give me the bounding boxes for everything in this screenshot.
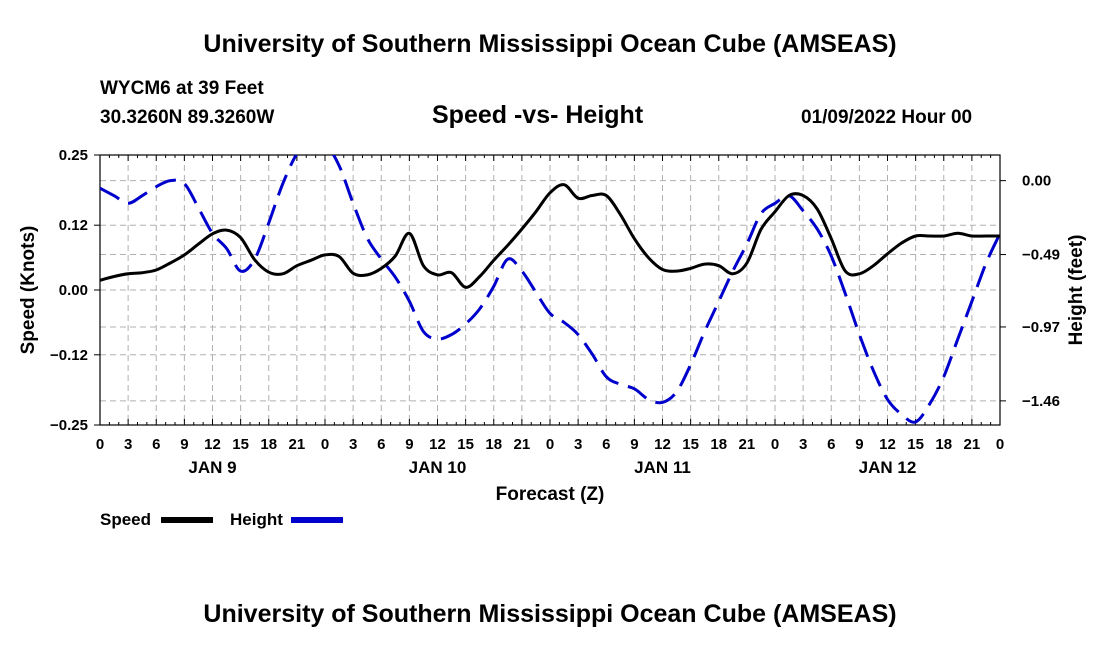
legend-height-label: Height: [230, 510, 283, 529]
y-right-tick-label: −0.49: [1022, 247, 1060, 264]
x-tick-label: 21: [739, 436, 756, 453]
x-tick-label: 9: [630, 436, 638, 453]
chart-title-bottom: University of Southern Mississippi Ocean…: [203, 600, 897, 628]
series-line-speed: [100, 183, 1000, 289]
chart-title-top: University of Southern Mississippi Ocean…: [203, 30, 897, 58]
x-tick-label: 0: [546, 436, 554, 453]
x-tick-label: 9: [855, 436, 863, 453]
x-tick-label: 15: [682, 436, 699, 453]
x-tick-label: 15: [907, 436, 924, 453]
x-tick-label: 9: [180, 436, 188, 453]
x-tick-label: 3: [799, 436, 807, 453]
x-tick-label: 15: [232, 436, 249, 453]
legend-height-swatch: [291, 517, 343, 523]
x-tick-label: 3: [124, 436, 132, 453]
station-label: WYCM6 at 39 Feet: [100, 78, 264, 99]
day-label: JAN 10: [409, 458, 467, 477]
grid: [100, 155, 1000, 425]
day-label: JAN 12: [859, 458, 917, 477]
x-tick-label: 18: [260, 436, 277, 453]
x-tick-label: 21: [964, 436, 981, 453]
x-tick-label: 12: [429, 436, 446, 453]
datetime-label: 01/09/2022 Hour 00: [801, 107, 973, 128]
legend-speed-swatch: [161, 517, 213, 523]
x-tick-label: 0: [771, 436, 779, 453]
x-tick-label: 0: [996, 436, 1004, 453]
x-tick-label: 3: [574, 436, 582, 453]
y-axis-right-label: Height (feet): [1066, 235, 1087, 346]
x-tick-label: 12: [204, 436, 221, 453]
x-tick-label: 18: [710, 436, 727, 453]
y-right-tick-label: −1.46: [1022, 393, 1060, 410]
y-right-tick-label: −0.97: [1022, 319, 1060, 336]
x-tick-label: 18: [485, 436, 502, 453]
series-line-height: [100, 155, 1000, 424]
x-tick-label: 21: [289, 436, 306, 453]
x-tick-label: 6: [602, 436, 610, 453]
y-axis-label: Speed (Knots): [18, 226, 39, 355]
chart-subtitle: Speed -vs- Height: [432, 101, 644, 129]
series: [100, 155, 1000, 424]
coordinates-label: 30.3260N 89.3260W: [100, 107, 275, 128]
x-tick-label: 0: [321, 436, 329, 453]
x-axis-label: Forecast (Z): [496, 484, 605, 505]
y-tick-label: −0.25: [50, 417, 88, 434]
x-tick-label: 18: [935, 436, 952, 453]
legend-speed-label: Speed: [100, 510, 152, 529]
y-tick-label: 0.00: [59, 282, 88, 299]
x-tick-label: 15: [457, 436, 474, 453]
x-tick-label: 3: [349, 436, 357, 453]
x-tick-label: 0: [96, 436, 104, 453]
y-tick-label: 0.12: [59, 217, 88, 234]
day-label: JAN 11: [634, 458, 691, 477]
x-tick-label: 6: [827, 436, 835, 453]
x-tick-label: 6: [377, 436, 385, 453]
x-tick-label: 6: [152, 436, 160, 453]
x-tick-label: 9: [405, 436, 413, 453]
y-tick-label: 0.25: [59, 147, 88, 164]
x-tick-label: 12: [879, 436, 896, 453]
x-tick-label: 12: [654, 436, 671, 453]
axes: 0 3 6 9 12 15 18 21 0 3 6 9 12 15 18 21 0 3 6 9 12 15 18 21 0 3 6 9…: [50, 147, 1060, 477]
y-right-tick-label: 0.00: [1022, 173, 1051, 190]
x-tick-label: 21: [514, 436, 531, 453]
y-tick-label: −0.12: [50, 347, 88, 364]
day-label: JAN 9: [188, 458, 236, 477]
